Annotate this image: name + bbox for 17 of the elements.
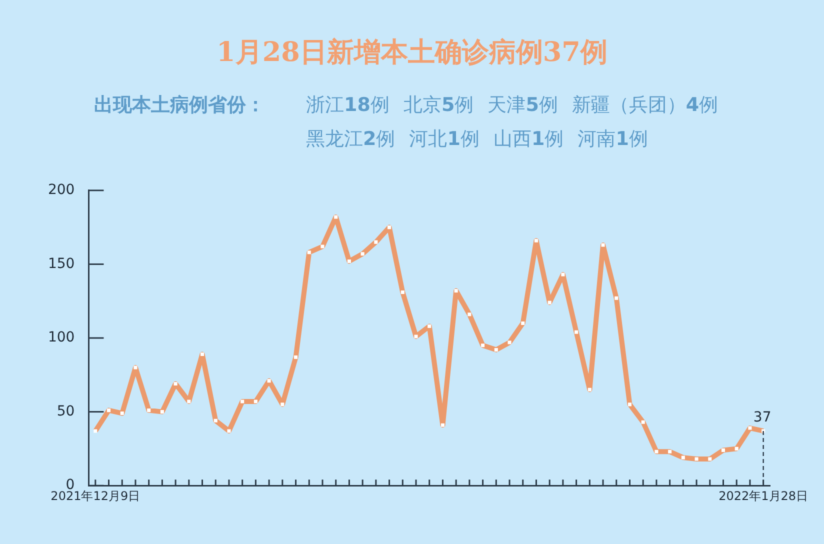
text: 河北1例 [409, 128, 480, 150]
text: 新疆（兵团）4例 [572, 94, 718, 116]
y-tick-label: 150 [48, 256, 75, 272]
y-tick-label: 100 [48, 330, 75, 346]
chart-title: 1月28日新增本土确诊病例37例 [216, 36, 608, 70]
text: 山西1例 [493, 128, 564, 150]
text: 浙江18例 [306, 94, 390, 116]
text: 黑龙江2例 [306, 128, 396, 150]
y-tick-label: 50 [56, 403, 75, 420]
text: 河南1例 [578, 128, 648, 150]
text: 天津5例 [488, 94, 558, 116]
y-tick-label: 200 [48, 182, 75, 198]
text: 北京5例 [403, 94, 474, 116]
x-tick-label: 2022年1月28日 [718, 488, 808, 503]
x-tick-label: 2021年12月9日 [50, 488, 140, 503]
annotation: 37 [753, 410, 772, 426]
chart-subtitle: 出现本土病例省份： [94, 93, 266, 118]
